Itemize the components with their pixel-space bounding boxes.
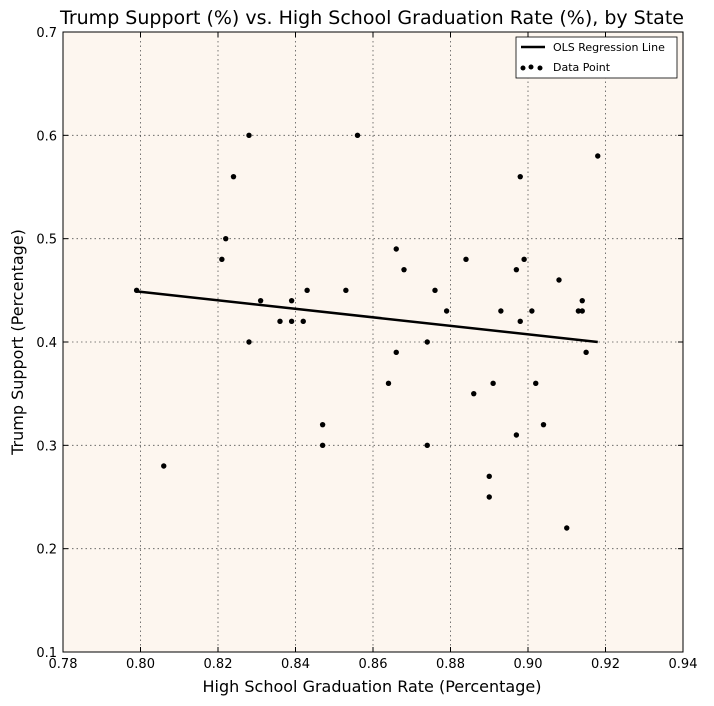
regression-series: [136, 290, 598, 344]
data-point: [486, 473, 492, 480]
data-point: [300, 318, 306, 325]
data-point: [517, 318, 523, 325]
data-point: [246, 339, 252, 345]
x-tick-label: 0.94: [669, 657, 698, 672]
y-tick-labels: 0.1 0.2 0.3 0.4 0.5 0.6 0.7: [36, 26, 57, 661]
plot-area: [63, 32, 683, 652]
x-tick-label: 0.88: [436, 657, 465, 672]
data-point: [575, 308, 582, 314]
y-tick-label: 0.3: [36, 439, 57, 454]
data-point: [486, 494, 492, 500]
data-point: [133, 287, 140, 294]
legend-point-swatch-3: [537, 65, 543, 71]
y-tick-label: 0.7: [36, 26, 57, 41]
data-point: [319, 421, 326, 428]
data-point: [246, 132, 252, 139]
data-point: [277, 318, 283, 325]
y-tick-label: 0.6: [36, 129, 57, 144]
y-axis-label: Trump Support (Percentage): [8, 229, 27, 456]
ols-regression-line: [136, 290, 598, 344]
data-point: [257, 297, 264, 304]
data-point: [471, 390, 477, 397]
scatter-series: [133, 132, 601, 531]
y-tick-label: 0.4: [36, 336, 57, 351]
data-point: [533, 380, 539, 387]
x-tick-label: 0.90: [514, 657, 543, 672]
data-point: [393, 246, 399, 252]
plot-frame: [62, 31, 684, 653]
legend-label-points: Data Point: [553, 61, 611, 74]
data-point: [219, 256, 225, 263]
legend: OLS Regression Line Data Point: [515, 36, 678, 79]
data-point: [490, 380, 496, 387]
y-tick-label: 0.2: [36, 543, 57, 558]
data-point: [354, 132, 361, 139]
x-tick-label: 0.92: [591, 657, 620, 672]
data-point: [161, 463, 167, 469]
data-point: [288, 297, 295, 304]
data-point: [424, 442, 430, 449]
data-point: [463, 256, 469, 263]
data-point: [343, 287, 349, 294]
data-point: [595, 153, 601, 159]
data-point: [304, 287, 310, 294]
data-point: [517, 173, 523, 180]
legend-label-regression: OLS Regression Line: [553, 41, 665, 54]
x-tick-label: 0.82: [204, 657, 233, 672]
data-point: [393, 349, 399, 356]
data-point: [521, 256, 527, 263]
data-point: [529, 308, 535, 314]
y-tick-label: 0.5: [36, 233, 57, 248]
data-point: [579, 308, 585, 314]
legend-box: [515, 36, 678, 79]
data-point: [443, 308, 450, 314]
data-point: [432, 287, 438, 294]
data-point: [319, 442, 326, 449]
data-point: [579, 297, 585, 304]
data-point: [401, 266, 407, 273]
data-point: [223, 235, 229, 242]
legend-point-swatch-2: [528, 64, 534, 70]
data-point: [498, 308, 504, 314]
data-point: [513, 266, 520, 273]
data-point: [513, 432, 520, 438]
data-point: [540, 421, 547, 428]
y-tick-label: 0.1: [36, 646, 57, 661]
x-tick-label: 0.78: [49, 657, 78, 672]
legend-point-swatch-1: [520, 65, 526, 71]
data-point: [288, 318, 295, 325]
data-point: [583, 349, 589, 356]
data-point: [424, 339, 430, 345]
data-point: [564, 525, 570, 531]
x-tick-label: 0.80: [126, 657, 155, 672]
x-tick-labels: 0.78 0.80 0.82 0.84 0.86 0.88 0.90 0.92 0.94: [49, 657, 698, 672]
x-tick-label: 0.86: [359, 657, 388, 672]
data-point: [556, 277, 562, 283]
data-point: [230, 173, 237, 180]
data-point: [385, 380, 392, 387]
x-axis-label: High School Graduation Rate (Percentage): [203, 677, 542, 696]
x-tick-label: 0.84: [281, 657, 310, 672]
chart-title: Trump Support (%) vs. High School Gradua…: [59, 7, 684, 29]
